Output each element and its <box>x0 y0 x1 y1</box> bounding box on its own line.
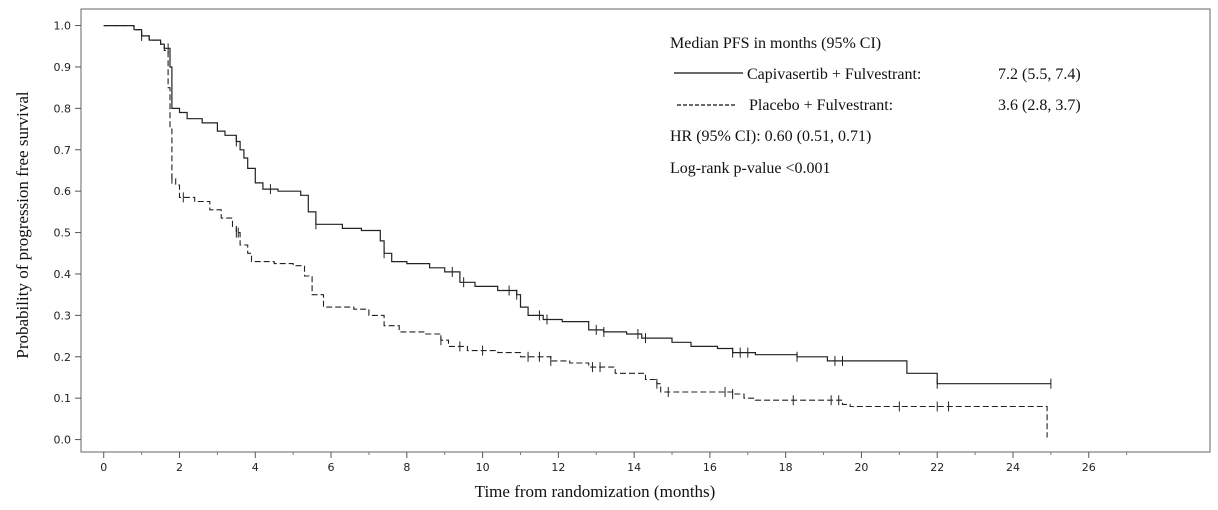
x-tick-label: 26 <box>1082 461 1096 474</box>
x-tick-label: 18 <box>779 461 793 474</box>
legend-value-capivasertib: 7.2 (5.5, 7.4) <box>998 66 1081 83</box>
legend-pvalue-note: Log-rank p-value <0.001 <box>670 160 831 177</box>
x-tick-label: 8 <box>403 461 410 474</box>
y-axis-title: Probability of progression free survival <box>13 91 32 358</box>
placebo-survival-curve <box>103 25 1048 438</box>
y-tick-label: 0.0 <box>54 434 72 447</box>
y-tick-label: 1.0 <box>54 20 72 33</box>
y-tick-label: 0.5 <box>54 227 72 240</box>
x-tick-label: 12 <box>551 461 565 474</box>
y-tick-label: 0.2 <box>54 351 72 364</box>
x-axis-title: Time from randomization (months) <box>475 482 716 501</box>
legend: Median PFS in months (95% CI) Capivasert… <box>670 35 1081 177</box>
x-tick-label: 10 <box>476 461 490 474</box>
x-tick-label: 2 <box>176 461 183 474</box>
y-tick-label: 0.8 <box>54 102 72 115</box>
axes-layer: 0 2 4 6 8 10 12 14 16 18 20 22 24 260.00.10.20.30.40.… <box>54 20 1128 474</box>
y-tick-label: 0.9 <box>54 61 72 74</box>
y-tick-label: 0.7 <box>54 144 72 157</box>
legend-entry-placebo: Placebo + Fulvestrant: <box>749 97 893 114</box>
legend-value-placebo: 3.6 (2.8, 3.7) <box>998 97 1081 114</box>
y-tick-label: 0.4 <box>54 268 72 281</box>
x-tick-label: 20 <box>854 461 868 474</box>
plot-frame <box>80 8 1211 453</box>
y-tick-label: 0.1 <box>54 392 72 405</box>
legend-entry-capivasertib: Capivasertib + Fulvestrant: <box>747 66 921 83</box>
x-tick-label: 6 <box>328 461 335 474</box>
legend-hr-note: HR (95% CI): 0.60 (0.51, 0.71) <box>670 128 871 145</box>
legend-title: Median PFS in months (95% CI) <box>670 35 881 52</box>
x-tick-label: 14 <box>627 461 641 474</box>
x-tick-label: 22 <box>930 461 944 474</box>
y-tick-label: 0.6 <box>54 185 72 198</box>
series-layer <box>103 25 1052 438</box>
x-tick-label: 16 <box>703 461 717 474</box>
x-tick-label: 0 <box>100 461 107 474</box>
x-tick-label: 4 <box>252 461 259 474</box>
y-tick-label: 0.3 <box>54 309 72 322</box>
x-tick-label: 24 <box>1006 461 1020 474</box>
